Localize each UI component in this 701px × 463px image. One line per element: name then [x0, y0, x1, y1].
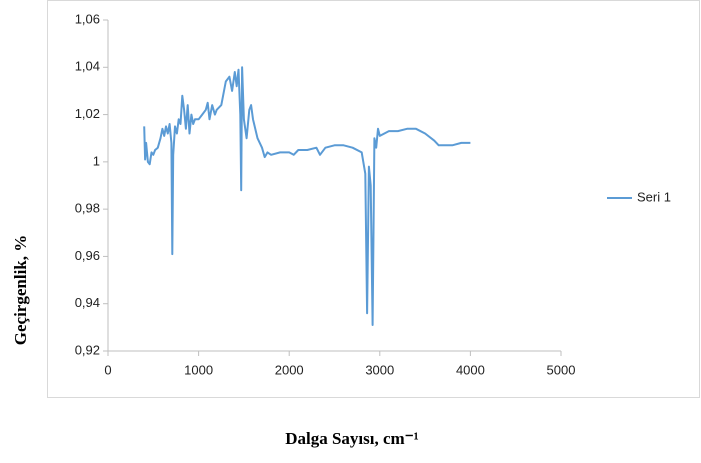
y-tick-label: 1,04	[75, 59, 100, 74]
x-tick-label: 0	[104, 362, 111, 377]
data-line	[143, 66, 471, 326]
x-tick-label: 3000	[365, 362, 394, 377]
y-axis-title: Geçirgenlik, %	[11, 235, 30, 345]
y-tick-label: 0,92	[75, 342, 100, 357]
legend-label: Seri 1	[637, 189, 671, 204]
x-axis-title: Dalga Sayısı, cm⁻¹	[285, 429, 419, 448]
y-tick-label: 1	[93, 153, 100, 168]
x-tick-label: 5000	[547, 362, 576, 377]
y-tick-label: 1,02	[75, 106, 100, 121]
x-tick-label: 4000	[456, 362, 485, 377]
y-tick-label: 0,98	[75, 201, 100, 216]
x-tick-label: 1000	[184, 362, 213, 377]
y-tick-label: 0,96	[75, 248, 100, 263]
x-tick-label: 2000	[275, 362, 304, 377]
y-tick-label: 1,06	[75, 11, 100, 26]
y-tick-label: 0,94	[75, 295, 100, 310]
